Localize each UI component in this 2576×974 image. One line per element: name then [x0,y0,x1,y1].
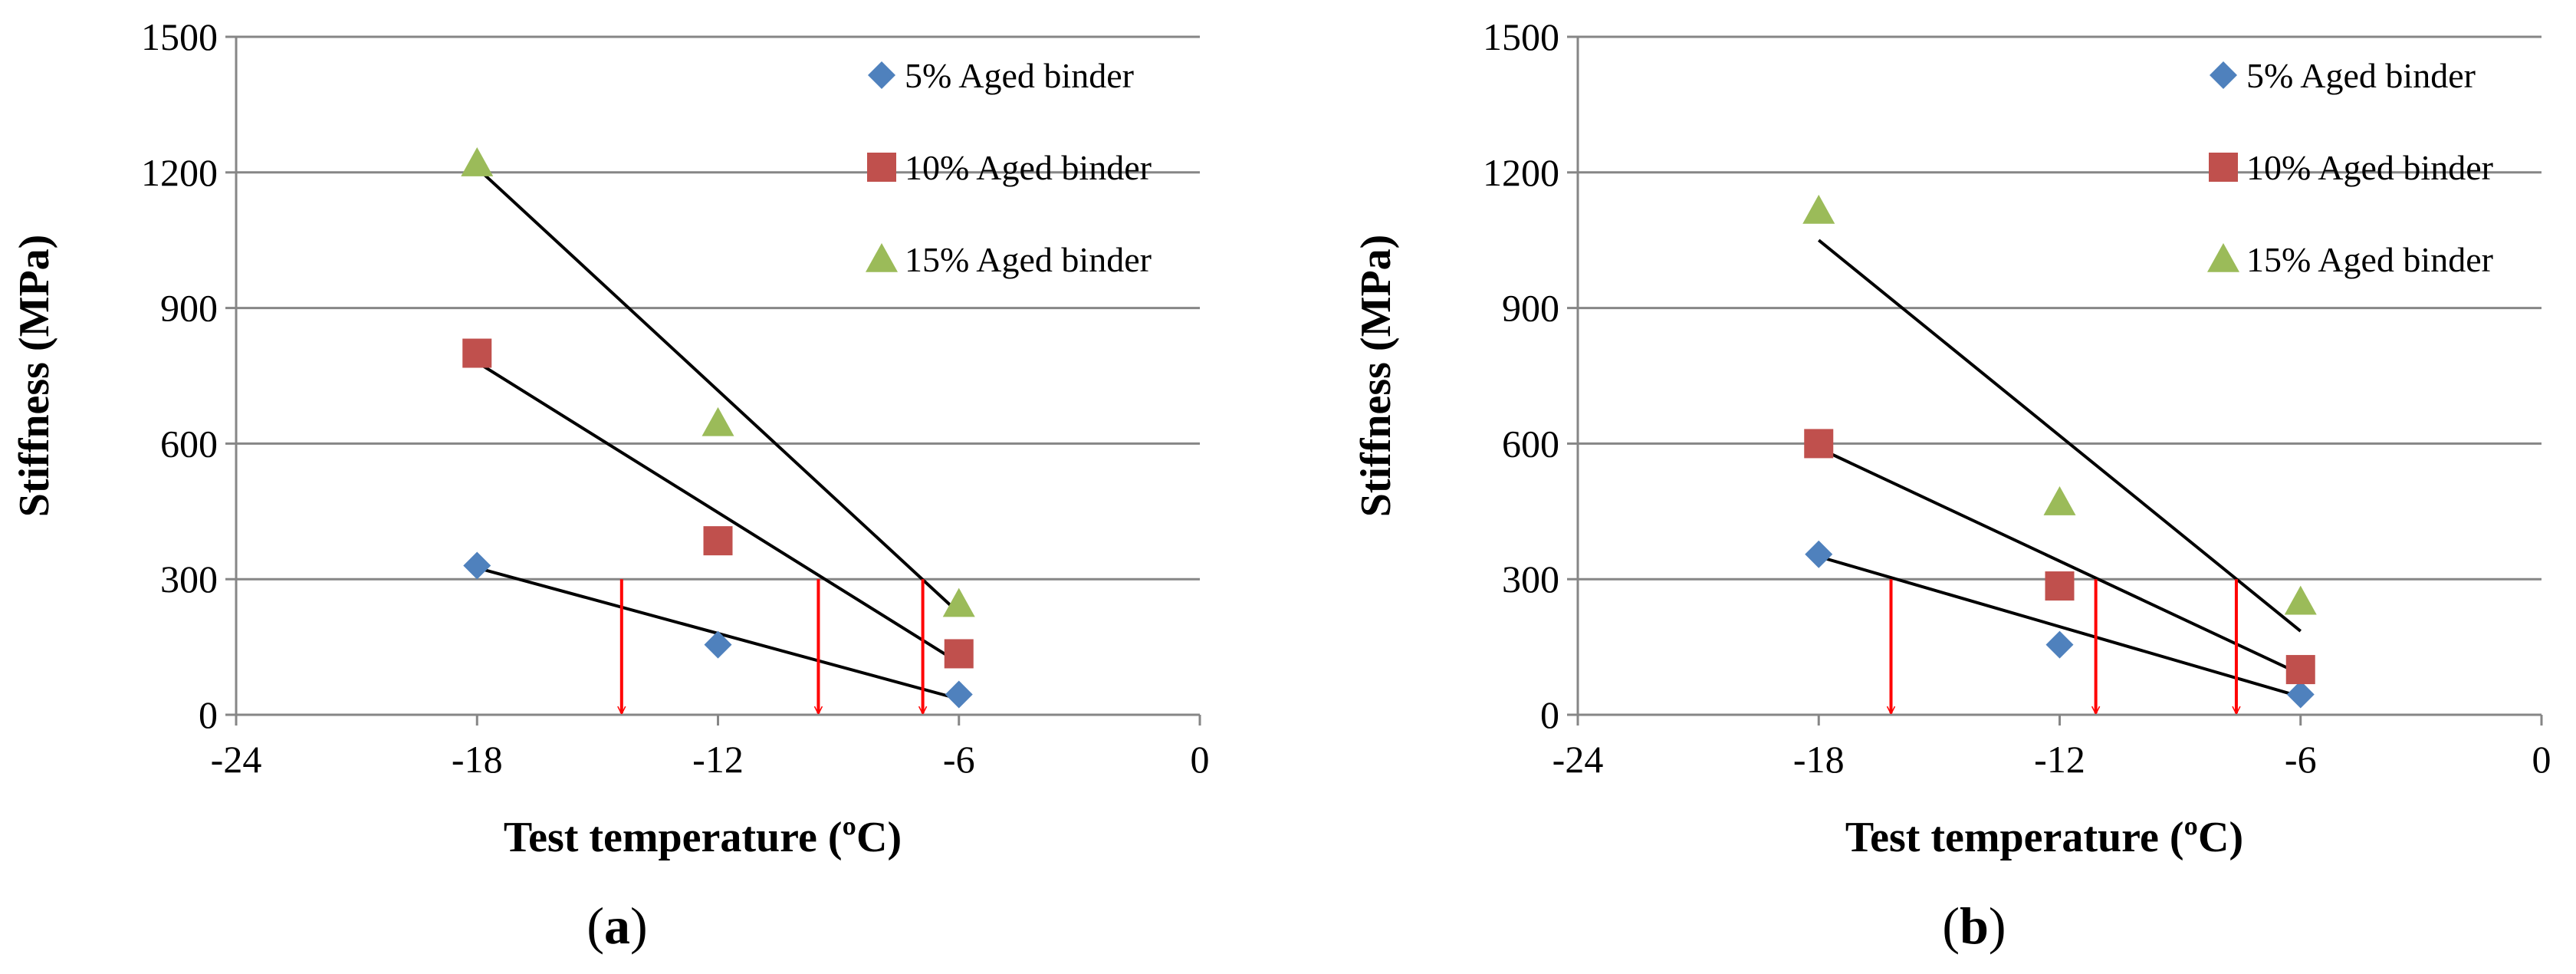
panel-label-close: ) [1989,897,2006,955]
data-point-square [2285,655,2315,685]
data-point-triangle [1802,194,1835,224]
y-tick-label: 0 [1540,693,1559,736]
y-tick-label: 900 [1502,287,1559,330]
x-axis-title: Test temperature (ºC) [1845,814,2243,861]
panel-label-letter: a [604,897,630,955]
legend-label: 15% Aged binder [905,240,1152,279]
x-tick-label: -6 [2285,738,2317,781]
x-tick-label: -12 [692,738,744,781]
data-point-square [462,338,492,368]
legend-marker-triangle [2207,243,2239,272]
x-tick-label: -18 [1793,738,1845,781]
legend-label: 10% Aged binder [905,148,1152,187]
x-tick-label: -24 [1552,738,1604,781]
y-tick-label: 1500 [1483,15,1559,58]
data-point-diamond [2286,680,2315,709]
data-point-triangle [702,406,734,436]
legend-label: 15% Aged binder [2246,240,2493,279]
legend-label: 5% Aged binder [2246,56,2476,95]
y-tick-label: 0 [199,693,218,736]
data-point-diamond [463,551,491,580]
data-point-diamond [945,680,973,709]
data-point-triangle [2284,585,2317,615]
legend-marker-square [2209,153,2238,182]
data-point-triangle [461,147,494,176]
x-axis-title: Test temperature (ºC) [504,814,902,861]
y-axis-title: Stiffness (MPa) [11,235,58,518]
y-axis-title: Stiffness (MPa) [1352,235,1400,518]
y-tick-label: 1200 [1483,151,1559,194]
y-tick-label: 1500 [141,15,218,58]
chart-panel-b: 0 300 600 900 1200 1500 -24 -18 -12 -6 0 Test tempe… [1352,15,2551,955]
trendline-square [476,360,960,664]
trendline-triangle [1817,239,2302,633]
data-point-diamond [2045,630,2074,659]
panel-label-letter: b [1960,897,1989,955]
x-tick-label: -6 [943,738,975,781]
y-tick-label: 900 [160,287,218,330]
panel-label-open: ( [1942,897,1960,955]
x-tick-label: 0 [1191,738,1210,781]
x-tick-label: -12 [2034,738,2085,781]
y-tick-label: 600 [160,422,218,465]
trendline-square [1818,446,2302,676]
panel-label-open: ( [586,897,604,955]
data-point-triangle [942,587,975,617]
y-tick-label: 600 [1502,422,1559,465]
data-point-square [703,526,733,556]
legend-marker-square [867,153,896,182]
legend-label: 10% Aged binder [2246,148,2493,187]
data-point-diamond [704,630,732,659]
trendline-diamond [1818,554,2302,699]
data-point-square [1804,429,1834,459]
legend-marker-diamond [2210,61,2237,89]
legend-marker-diamond [868,61,895,89]
y-tick-label: 1200 [141,151,218,194]
panel-label: (a) [586,897,647,955]
data-point-square [944,639,974,669]
y-tick-label: 300 [1502,558,1559,601]
legend-label: 5% Aged binder [905,56,1134,95]
y-tick-label: 300 [160,558,218,601]
panel-label-close: ) [630,897,648,955]
trendline-triangle [475,166,961,614]
data-point-square [2045,571,2075,601]
x-tick-label: -18 [452,738,503,781]
x-tick-label: -24 [211,738,262,781]
chart-panel-a: 0 300 600 900 1200 1500 -24 -18 -12 -6 0 Test tempe… [11,15,1210,955]
x-tick-label: 0 [2532,738,2551,781]
legend-marker-triangle [866,243,898,272]
data-point-diamond [1805,540,1833,568]
panel-label: (b) [1942,897,2006,955]
data-point-triangle [2043,486,2076,515]
